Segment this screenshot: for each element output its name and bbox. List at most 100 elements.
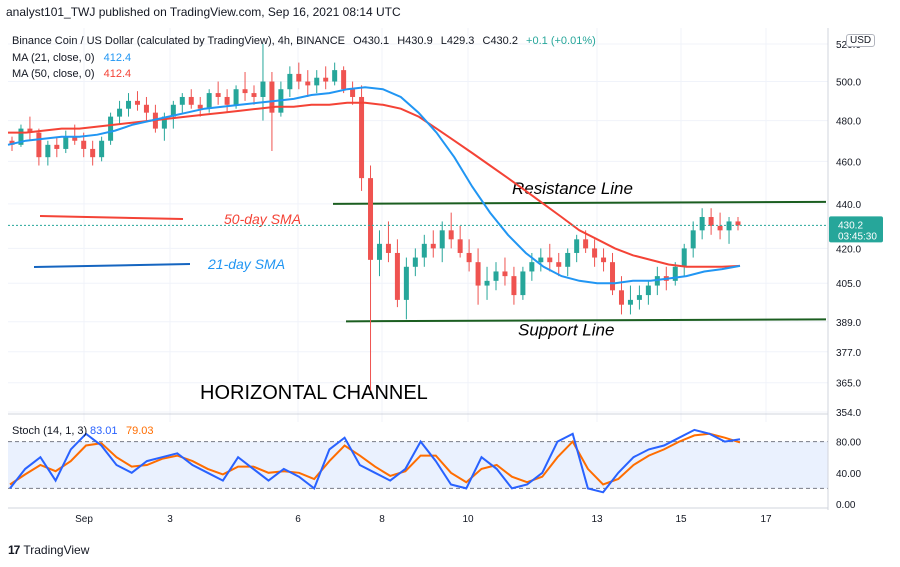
candle-body xyxy=(574,239,580,253)
candle-body xyxy=(260,81,266,97)
candle-body xyxy=(90,148,96,158)
y-tick-label: 405.0 xyxy=(836,279,861,290)
candle-body xyxy=(81,140,87,149)
stoch-k-value: 83.01 xyxy=(90,425,118,437)
candle-body xyxy=(645,285,651,296)
candle-body xyxy=(287,73,293,90)
candle-body xyxy=(493,271,499,281)
candle-body xyxy=(126,100,132,109)
footer-brand: 17 TradingView xyxy=(8,543,89,557)
y-tick-label: 440.0 xyxy=(836,200,861,211)
candle-body xyxy=(341,70,347,90)
candle-body xyxy=(269,81,275,113)
resistance-label: Resistance Line xyxy=(512,179,633,198)
ma50-line xyxy=(8,101,741,268)
ma21-value: 412.4 xyxy=(103,52,132,64)
candle-body xyxy=(538,257,544,263)
candle-body xyxy=(556,262,562,267)
candle-body xyxy=(672,266,678,281)
candle-body xyxy=(72,136,78,141)
stoch-label: Stoch (14, 1, 3) xyxy=(12,425,87,437)
candle-body xyxy=(206,93,212,109)
y-tick-label: 480.0 xyxy=(836,117,861,128)
ma50-label: MA (50, close, 0) xyxy=(12,68,95,80)
open-value: O430.1 xyxy=(353,35,390,47)
stoch-d-line xyxy=(9,432,741,486)
candle-body xyxy=(448,230,454,240)
y-tick-label: 389.0 xyxy=(836,318,861,329)
resistance-line xyxy=(332,200,827,205)
candle-body xyxy=(601,257,607,263)
candle-body xyxy=(36,132,42,158)
candle-body xyxy=(215,93,221,97)
price-tag-time: 03:45:30 xyxy=(838,231,877,242)
candle-body xyxy=(359,96,365,179)
price-tag-value: 430.2 xyxy=(838,220,863,231)
candle-body xyxy=(735,221,741,226)
footer-brand-label: TradingView xyxy=(23,543,90,557)
candle-body xyxy=(117,108,123,117)
candle-body xyxy=(502,271,508,277)
candle-body xyxy=(376,243,382,260)
candle-body xyxy=(18,128,24,145)
candle-body xyxy=(610,262,616,291)
candle-body xyxy=(350,89,356,97)
candle-body xyxy=(179,96,185,105)
candle-body xyxy=(305,81,311,86)
change-value: +0.1 (+0.01%) xyxy=(526,35,596,47)
symbol-legend: Binance Coin / US Dollar (calculated by … xyxy=(12,35,596,47)
sma50-annotation-line xyxy=(39,215,184,220)
candle-body xyxy=(699,217,705,231)
x-tick-label: 8 xyxy=(379,514,385,525)
candle-body xyxy=(45,144,51,158)
candle-body xyxy=(296,73,302,82)
candle-body xyxy=(134,100,140,105)
ma21-legend: MA (21, close, 0) 412.4 xyxy=(12,52,131,64)
candle-body xyxy=(54,144,60,149)
ma50-legend: MA (50, close, 0) 412.4 xyxy=(12,68,131,80)
candle-body xyxy=(412,257,418,267)
candle-body xyxy=(466,252,472,263)
candle-body xyxy=(9,140,15,145)
candle-body xyxy=(143,104,149,113)
y-tick-label: 460.0 xyxy=(836,157,861,168)
low-value: L429.3 xyxy=(440,35,475,47)
x-tick-label: 6 xyxy=(295,514,301,525)
candle-body xyxy=(242,89,248,94)
candle-body xyxy=(188,96,194,105)
candle-body xyxy=(547,257,553,263)
currency-button[interactable]: USD xyxy=(846,34,876,47)
stoch-d-value: 79.03 xyxy=(126,425,154,437)
candle-body xyxy=(681,248,687,267)
stoch-tick-label: 40.00 xyxy=(836,469,861,480)
candle-body xyxy=(484,280,490,286)
candle-body xyxy=(27,128,33,133)
main-pane xyxy=(8,28,828,412)
candle-body xyxy=(475,262,481,286)
candle-body xyxy=(592,248,598,258)
candle-body xyxy=(161,116,167,129)
price-tag xyxy=(829,216,883,243)
candle-body xyxy=(690,230,696,249)
support-label: Support Line xyxy=(518,320,614,339)
publish-header: analyst101_TWJ published on TradingView.… xyxy=(6,5,401,19)
candle-body xyxy=(430,243,436,249)
candle-body xyxy=(627,299,633,305)
candle-body xyxy=(708,217,714,226)
candle-body xyxy=(583,239,589,249)
candle-body xyxy=(403,266,409,300)
candle-body xyxy=(421,243,427,258)
stoch-tick-label: 80.00 xyxy=(836,438,861,449)
stoch-tick-label: 0.00 xyxy=(836,500,856,511)
candle-body xyxy=(368,178,374,260)
candle-body xyxy=(457,239,463,253)
y-tick-label: 377.0 xyxy=(836,348,861,359)
candle-body xyxy=(385,243,391,253)
channel-label: HORIZONTAL CHANNEL xyxy=(200,382,428,404)
candle-body xyxy=(63,136,69,149)
candle-body xyxy=(233,89,239,105)
candle-body xyxy=(439,230,445,249)
candle-body xyxy=(99,140,105,158)
candle-body xyxy=(394,252,400,300)
